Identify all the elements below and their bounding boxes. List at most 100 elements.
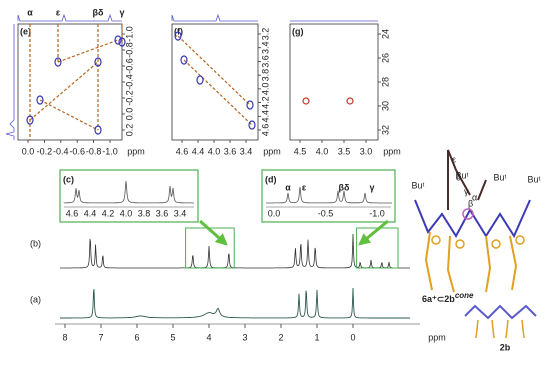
guide-line: [39, 99, 99, 131]
panel-frame: [17, 23, 123, 141]
tert-butyl-label: Buᵗ: [494, 172, 507, 182]
arrow: [358, 219, 389, 246]
structure: [447, 149, 487, 210]
cross-peak: [54, 57, 62, 67]
ammonium: [462, 208, 474, 220]
tick-label: 32: [380, 125, 390, 135]
tick-label: 4.0: [260, 83, 270, 96]
highlight-box: [356, 227, 399, 269]
tick-label: -1.0: [124, 26, 134, 42]
tick-label: 3.5: [338, 146, 351, 156]
structure: [475, 319, 525, 339]
peak-label: γ: [119, 7, 124, 17]
tick-label: 5: [170, 332, 175, 342]
tick-label: 4.4: [192, 146, 205, 156]
panel-label: (g): [292, 26, 304, 36]
oxygen: [491, 239, 501, 249]
tick-label: -0.2: [37, 146, 53, 156]
peak-label: ε: [56, 7, 61, 17]
projection: [17, 13, 122, 22]
spectrum-label: (a): [30, 294, 41, 304]
panel-label: (e): [20, 26, 31, 36]
cross-peak: [94, 125, 102, 135]
tick-label: -1.0: [369, 208, 385, 218]
tick-label: 24: [380, 29, 390, 39]
tick-label: -0.6: [69, 146, 85, 156]
cross-peak: [36, 95, 44, 105]
structure: [464, 304, 537, 320]
tert-butyl-label: Buᵗ: [412, 180, 425, 190]
greek-label: β: [468, 198, 473, 208]
tick-label: 1: [314, 332, 319, 342]
inset-frame: [59, 169, 199, 223]
guide-line: [183, 59, 253, 126]
tick-label: 3.0: [360, 146, 373, 156]
tick-label: -0.8: [86, 146, 102, 156]
inset-spectrum: [63, 180, 194, 204]
molecule-name: 6a⁺⊂2bcone: [422, 291, 474, 304]
tick-label: -0.8: [124, 42, 134, 58]
tick-label: 8: [62, 332, 67, 342]
tick-label: 7: [98, 332, 103, 342]
tick-label: -1.0: [102, 146, 118, 156]
molecule-bottom: [464, 304, 537, 339]
inset-label: (d): [265, 174, 277, 184]
oxygen: [431, 235, 441, 245]
unit-label: ppm: [263, 146, 281, 156]
cross-peak: [346, 97, 354, 105]
unit-label: ppm: [383, 146, 401, 156]
panel-frame: [171, 23, 259, 141]
guide-line: [177, 35, 251, 106]
tick-label: -0.2: [124, 90, 134, 106]
tick-label: 6: [134, 332, 139, 342]
tick-label: 0: [350, 332, 355, 342]
tick-label: 4.0: [120, 208, 133, 218]
tick-label: -0.6: [124, 58, 134, 74]
inset-frame: [261, 169, 396, 223]
tick-label: 0.2: [124, 124, 134, 137]
peak-label: α: [27, 7, 33, 17]
molecule-top: [414, 149, 531, 293]
tick-label: 0.0: [22, 146, 35, 156]
tick-label: 4.2: [102, 208, 115, 218]
structure: [424, 231, 518, 293]
molecule-name-main: 6a⁺⊂2b: [422, 294, 455, 304]
tick-label: 4.6: [260, 124, 270, 137]
projection: [5, 24, 15, 140]
cross-peak: [248, 120, 256, 130]
peak-label: βδ: [93, 7, 104, 17]
tick-label: 3.8: [138, 208, 151, 218]
tick-label: 28: [380, 77, 390, 87]
cross-peak: [118, 37, 126, 47]
tick-label: 4.6: [176, 146, 189, 156]
content: (e) -1.0-0.8-0.6-0.4-0.20.00.20.0 -0.2 -0.4…: [5, 7, 541, 352]
peak-label: βδ: [339, 182, 350, 192]
cross-peak: [94, 57, 102, 67]
cross-peak: [196, 75, 204, 85]
tick-label: 4.5: [294, 146, 307, 156]
greek-label: ε: [452, 154, 456, 164]
tick-label: 3.6: [156, 208, 169, 218]
tick-label: 3: [242, 332, 247, 342]
tick-label: 4.6: [66, 208, 79, 218]
unit-label: ppm: [127, 146, 145, 156]
tick-label: 4: [206, 332, 211, 342]
tick-label: 4.2: [260, 96, 270, 109]
spectrum-label: (b): [30, 238, 41, 248]
molecule-name: 2b: [500, 342, 511, 352]
tick-label: 3.4: [174, 208, 187, 218]
molecule-name-sup: cone: [455, 291, 474, 300]
tick-label: 0.0: [124, 108, 134, 121]
tick-label: 4.4: [260, 110, 270, 123]
cross-peak: [180, 55, 188, 65]
tick-label: 2: [278, 332, 283, 342]
tick-label: 26: [380, 53, 390, 63]
cross-peak: [174, 31, 182, 41]
oxygen: [515, 235, 525, 245]
tick-label: 30: [380, 101, 390, 111]
projection: [171, 13, 258, 22]
spectrum: [60, 233, 410, 269]
tick-label: 0.0: [268, 208, 281, 218]
panel-frame: [289, 23, 379, 141]
